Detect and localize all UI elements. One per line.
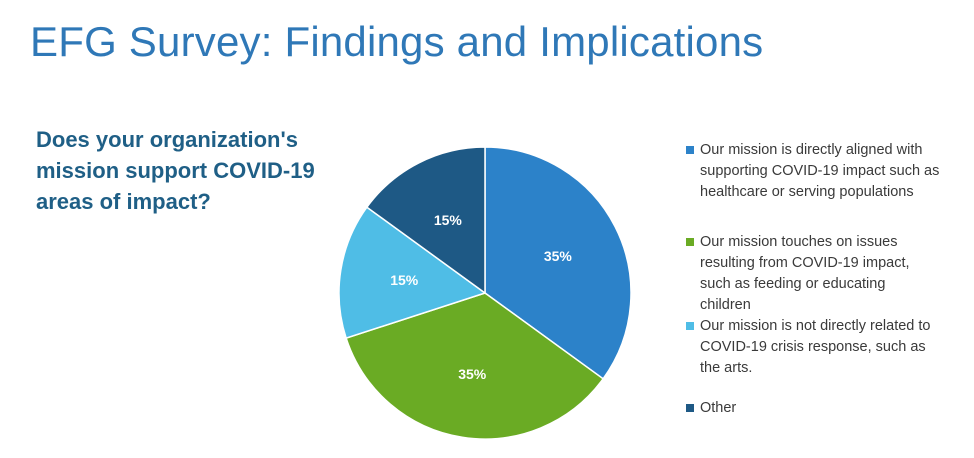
- survey-question: Does your organization's mission support…: [36, 124, 346, 217]
- legend-label: Our mission is not directly related to CO…: [700, 316, 968, 379]
- question-line: areas of impact?: [36, 189, 211, 214]
- legend-label-line: Our mission is not directly related to: [700, 318, 931, 334]
- pie-slice-label: 15%: [434, 212, 463, 228]
- pie-slice-label: 15%: [390, 272, 419, 288]
- pie-slice: [484, 146, 632, 380]
- legend-item: Our mission touches on issues resulting f…: [686, 232, 968, 316]
- legend-label-line: children: [700, 297, 751, 313]
- legend-swatch: [686, 322, 694, 330]
- pie-slice-label: 35%: [458, 366, 487, 382]
- legend-label-line: healthcare or serving populations: [700, 184, 914, 200]
- legend-item: Our mission is not directly related to CO…: [686, 316, 968, 379]
- slide-title: EFG Survey: Findings and Implications: [30, 18, 764, 65]
- legend-label-line: supporting COVID-19 impact such as: [700, 163, 940, 179]
- pie-chart: 35% 35% 15% 15%: [338, 146, 632, 440]
- legend-label-line: such as feeding or educating: [700, 276, 886, 292]
- legend-swatch: [686, 238, 694, 246]
- legend-swatch: [686, 146, 694, 154]
- legend-label-line: resulting from COVID-19 impact,: [700, 255, 910, 271]
- question-line: Does your organization's: [36, 127, 298, 152]
- pie-slice: [338, 206, 487, 340]
- pie-slice-label: 35%: [544, 248, 573, 264]
- pie-slice: [345, 292, 605, 440]
- pie-slice: [365, 146, 486, 295]
- question-line: mission support COVID-19: [36, 158, 315, 183]
- legend-label-line: the arts.: [700, 360, 753, 376]
- legend-swatch: [686, 404, 694, 412]
- legend-label-line: Our mission is directly aligned with: [700, 142, 923, 158]
- legend-label-line: Other: [700, 400, 737, 416]
- legend-item: Our mission is directly aligned with supp…: [686, 140, 968, 203]
- legend-label-line: COVID-19 crisis response, such as: [700, 339, 926, 355]
- legend-label: Other: [700, 398, 968, 419]
- legend-label: Our mission is directly aligned with supp…: [700, 140, 968, 203]
- legend-label-line: Our mission touches on issues: [700, 234, 898, 250]
- legend-item: Other: [686, 398, 968, 419]
- legend-label: Our mission touches on issues resulting f…: [700, 232, 968, 316]
